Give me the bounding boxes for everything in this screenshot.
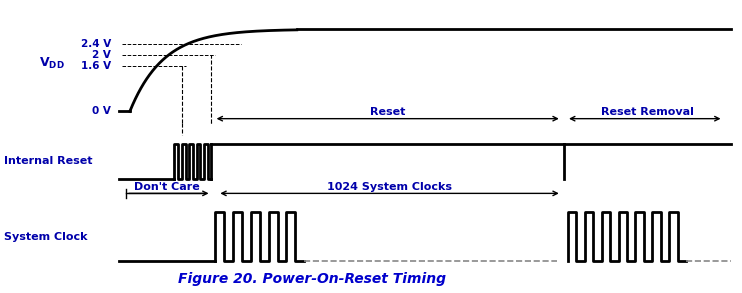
Text: 1.6 V: 1.6 V — [81, 61, 111, 71]
Text: System Clock: System Clock — [4, 231, 88, 242]
Text: Reset Removal: Reset Removal — [601, 107, 694, 117]
Text: Reset: Reset — [370, 107, 405, 117]
Text: 2 V: 2 V — [93, 50, 111, 60]
Text: Internal Reset: Internal Reset — [4, 156, 92, 166]
Text: 2.4 V: 2.4 V — [81, 39, 111, 49]
Text: $\mathbf{V_{DD}}$: $\mathbf{V_{DD}}$ — [39, 55, 65, 71]
Text: 1024 System Clocks: 1024 System Clocks — [327, 182, 452, 192]
Text: Figure 20. Power-On-Reset Timing: Figure 20. Power-On-Reset Timing — [177, 272, 446, 286]
Text: 0 V: 0 V — [93, 106, 111, 116]
Text: Don't Care: Don't Care — [134, 182, 200, 192]
